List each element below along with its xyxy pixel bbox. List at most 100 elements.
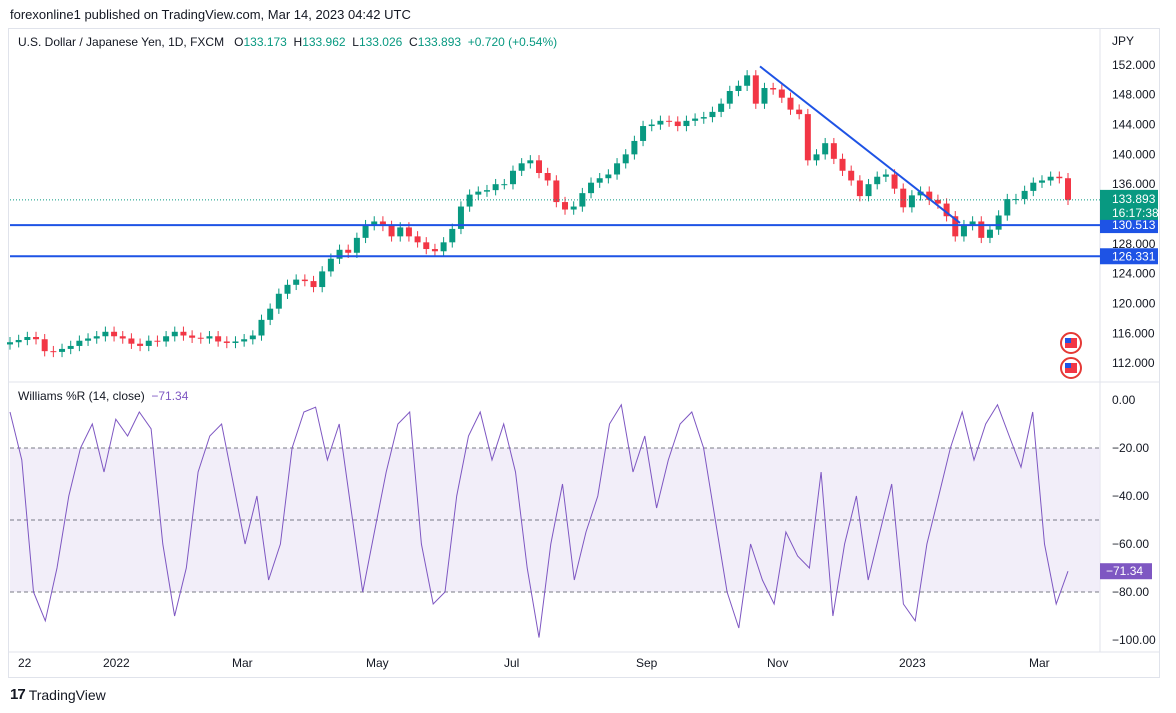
low-label: L <box>352 35 359 49</box>
candle-body <box>405 227 412 237</box>
candle-body <box>440 242 447 252</box>
candle-body <box>258 319 265 336</box>
candle-body <box>466 194 473 207</box>
candle-body <box>336 249 343 259</box>
candle-body <box>700 117 707 119</box>
close-value: 133.893 <box>417 35 462 49</box>
candle-body <box>917 191 924 196</box>
candle-body <box>154 340 161 342</box>
candle-body <box>605 174 612 179</box>
candle-body <box>943 203 950 217</box>
candle-body <box>362 225 369 238</box>
candle-body <box>813 154 820 161</box>
price-tick-label: 144.000 <box>1112 118 1156 132</box>
price-tick-label: 140.000 <box>1112 147 1156 161</box>
candle-body <box>1030 182 1037 191</box>
candle-body <box>24 337 31 340</box>
flag-icons-layer <box>1060 332 1082 379</box>
tradingview-brand[interactable]: 17 TradingView <box>10 686 106 703</box>
indicator-value: −71.34 <box>151 389 189 403</box>
wr-value-text: −71.34 <box>1106 564 1143 578</box>
candle-body <box>249 335 256 340</box>
candle-body <box>588 182 595 194</box>
candle-body <box>301 279 308 282</box>
price-tick-label: 128.000 <box>1112 237 1156 251</box>
wr-line-layer <box>9 403 1069 638</box>
wr-tick-label: −80.00 <box>1112 585 1149 599</box>
trendline <box>759 65 961 224</box>
candle-body <box>189 335 196 338</box>
candle-body <box>874 176 881 185</box>
candle-body <box>735 85 742 91</box>
last-price-tag <box>1100 189 1158 220</box>
candle-body <box>267 308 274 320</box>
candle-body <box>709 111 716 118</box>
candle-body <box>640 126 647 141</box>
chart-frame <box>8 28 1160 678</box>
time-tick-label: Sep <box>636 656 658 670</box>
indicator-name: Williams %R (14, close) <box>18 389 145 403</box>
countdown-text: 16:17:38 <box>1112 206 1159 220</box>
candle-body <box>7 342 13 345</box>
last-price-text: 133.893 <box>1112 192 1156 206</box>
candle-body <box>562 202 569 210</box>
candle-body <box>692 118 699 121</box>
time-tick-label: Mar <box>232 656 253 670</box>
candle-body <box>518 163 525 171</box>
candle-body <box>934 199 941 204</box>
wr-tick-label: −60.00 <box>1112 537 1149 551</box>
candle-body <box>483 190 490 192</box>
us-flag-canton-icon <box>1065 363 1071 368</box>
candle-body <box>778 89 785 98</box>
candle-body <box>752 75 759 104</box>
candle-body <box>388 225 395 237</box>
time-tick-label: 2022 <box>103 656 130 670</box>
candle-body <box>978 221 985 238</box>
candle-body <box>15 339 22 343</box>
level-price-tag <box>1100 248 1158 265</box>
symbol-legend: U.S. Dollar / Japanese Yen, 1D, FXCM O13… <box>18 35 557 49</box>
price-tick-label: 124.000 <box>1112 267 1156 281</box>
candle-body <box>232 341 239 343</box>
candle-body <box>1021 190 1028 200</box>
candle-body <box>41 339 48 352</box>
wr-tick-label: −40.00 <box>1112 489 1149 503</box>
candle-body <box>475 191 482 195</box>
candle-body <box>536 160 542 173</box>
candle-body <box>163 336 170 342</box>
candle-body <box>397 227 404 237</box>
price-tick-label: 148.000 <box>1112 88 1156 102</box>
candle-body <box>796 109 803 115</box>
candle-body <box>102 331 109 337</box>
candle-body <box>371 221 378 226</box>
candle-body <box>492 184 499 191</box>
candle-body <box>614 163 621 175</box>
williams-r-line <box>9 403 1069 638</box>
candle-body <box>865 184 872 197</box>
candle-body <box>137 343 144 346</box>
candle-body <box>648 124 655 127</box>
candle-body <box>952 216 959 237</box>
time-tick-label: 2023 <box>899 656 926 670</box>
candle-body <box>1065 178 1071 200</box>
candle-body <box>631 140 638 155</box>
candle-body <box>431 249 438 252</box>
time-tick-label: Jul <box>504 656 519 670</box>
candle-body <box>241 339 248 342</box>
candle-body <box>1056 176 1063 179</box>
candle-body <box>414 236 421 243</box>
candle-body <box>822 143 829 155</box>
wr-tick-label: 0.00 <box>1112 393 1136 407</box>
candle-body <box>622 154 629 164</box>
open-label: O <box>234 35 244 49</box>
time-tick-label: Nov <box>767 656 788 670</box>
candle-body <box>570 206 577 210</box>
axis-layer: JPY152.000148.000144.000140.000136.00013… <box>18 34 1156 670</box>
candle-body <box>180 331 187 336</box>
candle-body <box>85 338 92 341</box>
candle-body <box>596 178 603 183</box>
candle-body <box>128 338 135 344</box>
candle-body <box>50 351 57 353</box>
candle-body <box>882 174 889 177</box>
